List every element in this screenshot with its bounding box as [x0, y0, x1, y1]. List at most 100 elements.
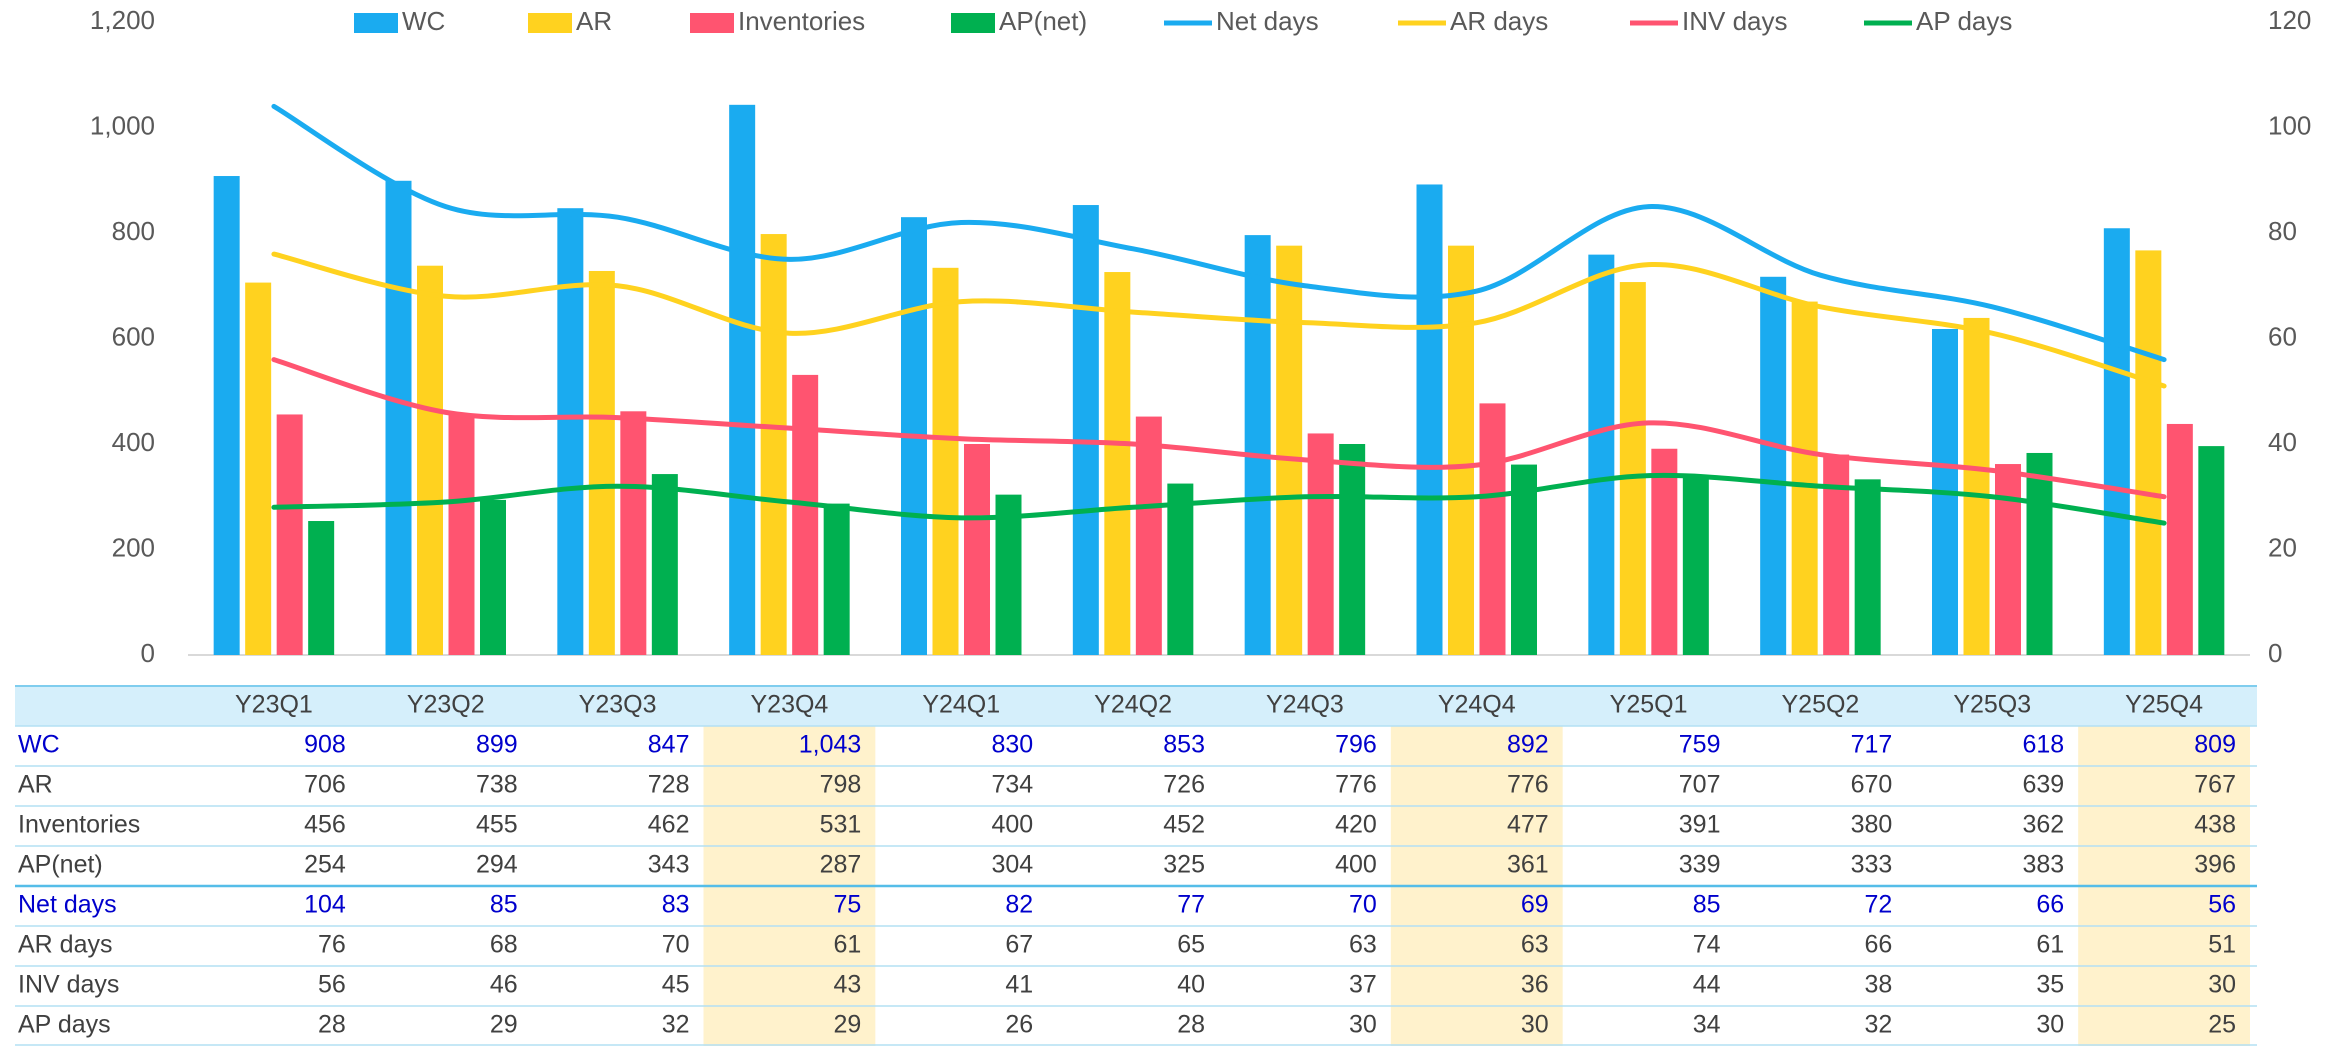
table-cell: 420 — [1335, 811, 1377, 839]
table-cell: 29 — [834, 1011, 862, 1039]
table-cell: 41 — [1005, 971, 1033, 999]
x-tick-label: Y24Q4 — [1438, 691, 1516, 719]
legend-label: AP days — [1916, 6, 2012, 36]
table-cell: 74 — [1693, 931, 1721, 959]
table-cell: 36 — [1521, 971, 1549, 999]
table-cell: 738 — [476, 771, 518, 799]
bar — [1854, 479, 1881, 655]
x-tick-label: Y23Q2 — [407, 691, 485, 719]
table-cell: 40 — [1177, 971, 1205, 999]
table-cell: 69 — [1521, 891, 1549, 919]
table-cell: 85 — [1693, 891, 1721, 919]
bar — [417, 265, 443, 655]
y-tick-label: 1,200 — [90, 5, 155, 35]
bar — [964, 444, 990, 655]
row-label: AR days — [18, 931, 112, 959]
bar — [480, 499, 506, 655]
bar — [729, 104, 756, 655]
bar — [1135, 416, 1162, 655]
bar — [2135, 250, 2162, 655]
table-cell: 830 — [991, 731, 1033, 759]
x-tick-label: Y23Q3 — [579, 691, 657, 719]
table-cell: 639 — [2022, 771, 2064, 799]
table-cell: 400 — [991, 811, 1033, 839]
table-cell: 892 — [1507, 731, 1549, 759]
bar — [1511, 464, 1537, 655]
table-cell: 294 — [476, 851, 518, 879]
bar — [1995, 464, 2021, 655]
table-cell: 670 — [1851, 771, 1893, 799]
row-label: AP(net) — [18, 851, 103, 879]
bar — [1479, 403, 1506, 655]
table-cell: 462 — [648, 811, 690, 839]
row-label: AR — [18, 771, 53, 799]
table-cell: 67 — [1005, 931, 1033, 959]
table-cell: 287 — [820, 851, 862, 879]
table-cell: 43 — [834, 971, 862, 999]
table-cell: 908 — [304, 731, 346, 759]
table-cell: 734 — [991, 771, 1033, 799]
bar — [385, 180, 412, 655]
y-tick-label: 600 — [112, 321, 155, 351]
bar — [823, 503, 850, 655]
bar — [1619, 282, 1646, 655]
table-cell: 361 — [1507, 851, 1549, 879]
table-cell: 304 — [991, 851, 1033, 879]
table-cell: 325 — [1163, 851, 1205, 879]
x-tick-label: Y23Q1 — [235, 691, 313, 719]
line — [271, 103, 2167, 363]
bar — [1244, 235, 1271, 656]
row-label: AP days — [18, 1011, 111, 1039]
bar — [1416, 184, 1443, 655]
legend-swatch — [690, 13, 734, 33]
bar — [1791, 301, 1818, 655]
table-cell: 796 — [1335, 731, 1377, 759]
table-cell: 66 — [2036, 891, 2064, 919]
table-cell: 30 — [1521, 1011, 1549, 1039]
table-cell: 776 — [1507, 771, 1549, 799]
table-cell: 28 — [1177, 1011, 1205, 1039]
x-tick-label: Y24Q1 — [922, 691, 1000, 719]
table-cell: 82 — [1005, 891, 1033, 919]
bar — [213, 176, 240, 655]
table-cell: 899 — [476, 731, 518, 759]
bar — [995, 494, 1022, 655]
table-cell: 767 — [2194, 771, 2236, 799]
bar — [1072, 205, 1099, 656]
table-cell: 45 — [662, 971, 690, 999]
x-tick-label: Y24Q2 — [1094, 691, 1172, 719]
table-cell: 400 — [1335, 851, 1377, 879]
table-cell: 32 — [1865, 1011, 1893, 1039]
table-cell: 455 — [476, 811, 518, 839]
table-cell: 1,043 — [799, 731, 862, 759]
y2-tick-label: 60 — [2268, 321, 2297, 351]
legend-label: AR days — [1450, 6, 1548, 36]
bar — [1760, 276, 1787, 655]
table-cell: 66 — [1865, 931, 1893, 959]
bar — [2166, 423, 2193, 655]
table-cell: 68 — [490, 931, 518, 959]
table-cell: 30 — [2036, 1011, 2064, 1039]
table-cell: 83 — [662, 891, 690, 919]
bar — [557, 208, 584, 655]
bar — [308, 521, 335, 655]
table-cell: 85 — [490, 891, 518, 919]
bar — [760, 234, 787, 655]
legend-swatch — [528, 13, 572, 33]
table-cell: 726 — [1163, 771, 1205, 799]
table-cell: 32 — [662, 1011, 690, 1039]
legend-label: WC — [402, 6, 445, 36]
table-cell: 63 — [1349, 931, 1377, 959]
table-cell: 72 — [1865, 891, 1893, 919]
table-cell: 56 — [2208, 891, 2236, 919]
table-cell: 56 — [318, 971, 346, 999]
table-cell: 37 — [1349, 971, 1377, 999]
bar — [1651, 448, 1678, 655]
table-cell: 706 — [304, 771, 346, 799]
table-cell: 61 — [2036, 931, 2064, 959]
bar — [620, 411, 647, 655]
y2-tick-label: 80 — [2268, 216, 2297, 246]
bar — [2026, 452, 2053, 655]
y-tick-label: 200 — [112, 532, 155, 562]
